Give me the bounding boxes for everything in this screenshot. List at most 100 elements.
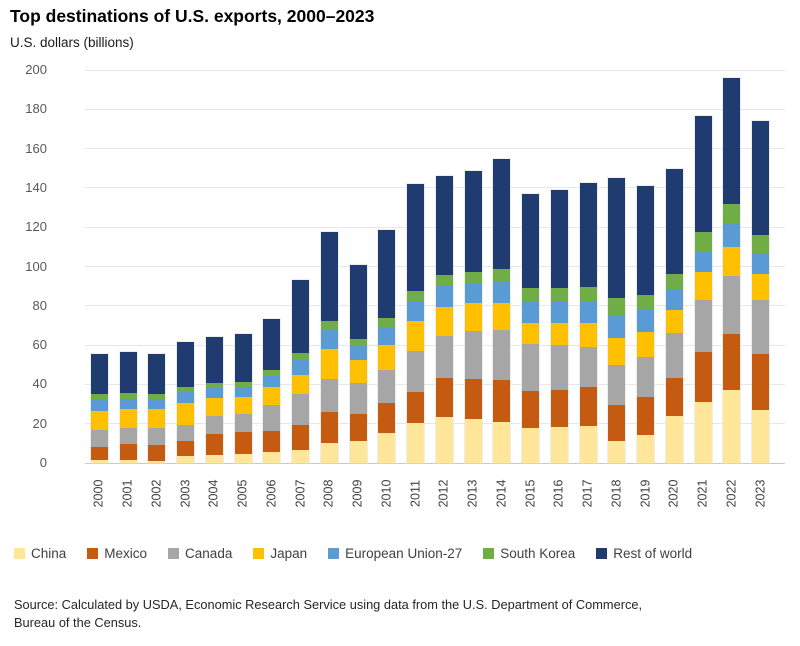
bar-segment-mexico — [665, 377, 683, 416]
bar-segment-mexico — [205, 433, 223, 456]
bar-segment-japan — [522, 322, 540, 345]
bar-segment-rest-of-world — [579, 183, 597, 288]
bar-segment-china — [550, 426, 568, 463]
x-tick-label: 2018 — [609, 479, 624, 508]
bar-2017 — [578, 181, 598, 464]
bar-segment-european-union-27 — [234, 387, 252, 398]
bar-segment-canada — [493, 330, 511, 380]
bar-2019 — [636, 184, 656, 464]
bar-segment-mexico — [263, 430, 281, 453]
bar-segment-canada — [148, 427, 166, 446]
bar-segment-china — [148, 461, 166, 463]
gridline — [85, 423, 785, 425]
bar-segment-european-union-27 — [148, 399, 166, 409]
bar-segment-japan — [608, 338, 626, 365]
bar-segment-china — [464, 418, 482, 463]
bar-segment-south-korea — [493, 269, 511, 283]
bar-segment-rest-of-world — [435, 176, 453, 276]
bar-segment-canada — [177, 424, 195, 442]
bar-segment-south-korea — [263, 369, 281, 376]
bar-2006 — [262, 317, 282, 464]
legend-item-rest-of-world: Rest of world — [596, 546, 692, 561]
y-tick-label: 0 — [39, 455, 47, 470]
bar-2010 — [377, 229, 397, 464]
bar-segment-japan — [694, 272, 712, 300]
bar-segment-rest-of-world — [234, 334, 252, 383]
bar-segment-mexico — [608, 405, 626, 442]
bar-segment-rest-of-world — [292, 280, 310, 353]
y-axis-units-label: U.S. dollars (billions) — [10, 35, 134, 50]
bar-segment-china — [608, 441, 626, 463]
bar-segment-japan — [579, 322, 597, 348]
legend-label: Mexico — [104, 546, 148, 561]
y-tick-label: 120 — [25, 219, 47, 235]
gridline — [85, 462, 785, 464]
legend-swatch — [328, 548, 340, 559]
bar-segment-china — [723, 390, 741, 463]
bar-segment-canada — [464, 331, 482, 380]
bar-segment-european-union-27 — [694, 250, 712, 273]
bar-segment-rest-of-world — [723, 77, 741, 204]
bar-segment-rest-of-world — [637, 185, 655, 295]
bar-segment-canada — [723, 276, 741, 335]
bar-segment-mexico — [435, 377, 453, 417]
bar-segment-south-korea — [90, 394, 108, 400]
bar-2003 — [176, 341, 196, 464]
y-tick-label: 60 — [32, 337, 47, 353]
bar-segment-china — [435, 416, 453, 463]
bar-segment-european-union-27 — [665, 289, 683, 310]
bar-segment-rest-of-world — [205, 337, 223, 384]
gridline — [85, 266, 785, 267]
bar-segment-rest-of-world — [378, 230, 396, 318]
bar-segment-rest-of-world — [464, 171, 482, 273]
bar-segment-european-union-27 — [292, 359, 310, 375]
bar-segment-mexico — [320, 411, 338, 444]
x-tick-label: 2001 — [120, 479, 135, 508]
bar-segment-rest-of-world — [522, 193, 540, 289]
bar-2000 — [89, 352, 109, 464]
bar-segment-mexico — [522, 391, 540, 428]
bar-segment-european-union-27 — [407, 301, 425, 321]
bar-segment-rest-of-world — [177, 342, 195, 388]
bar-segment-china — [378, 432, 396, 463]
gridline — [85, 383, 785, 385]
bar-segment-european-union-27 — [522, 300, 540, 323]
bar-segment-south-korea — [464, 272, 482, 284]
bar-segment-japan — [148, 408, 166, 428]
bar-segment-canada — [119, 427, 137, 445]
bar-segment-mexico — [119, 444, 137, 461]
bar-segment-canada — [637, 356, 655, 398]
gridline — [85, 187, 785, 189]
bar-2002 — [147, 352, 167, 464]
x-tick-label: 2014 — [494, 479, 509, 508]
y-tick-label: 20 — [32, 415, 47, 431]
bar-segment-japan — [665, 309, 683, 334]
bar-segment-canada — [522, 344, 540, 392]
bar-2014 — [492, 158, 512, 464]
bar-segment-south-korea — [320, 320, 338, 331]
bar-segment-canada — [292, 394, 310, 425]
x-tick-label: 2011 — [408, 480, 423, 507]
legend-item-mexico: Mexico — [87, 546, 147, 561]
bar-segment-japan — [407, 320, 425, 351]
bar-segment-japan — [90, 410, 108, 430]
bar-segment-china — [292, 450, 310, 463]
gridline — [85, 69, 785, 71]
bar-segment-mexico — [234, 431, 252, 455]
bar-segment-mexico — [349, 413, 367, 442]
bar-segment-canada — [694, 299, 712, 352]
bar-2013 — [463, 170, 483, 464]
bar-segment-south-korea — [378, 317, 396, 328]
legend-swatch — [253, 548, 265, 559]
bar-segment-european-union-27 — [579, 300, 597, 323]
legend-item-canada: Canada — [168, 546, 232, 561]
x-tick-label: 2021 — [695, 479, 710, 508]
bar-segment-south-korea — [723, 203, 741, 224]
x-tick-label: 2005 — [235, 479, 250, 508]
bar-segment-rest-of-world — [608, 178, 626, 298]
bar-segment-japan — [723, 246, 741, 277]
bar-segment-european-union-27 — [90, 399, 108, 411]
bar-segment-south-korea — [550, 288, 568, 302]
